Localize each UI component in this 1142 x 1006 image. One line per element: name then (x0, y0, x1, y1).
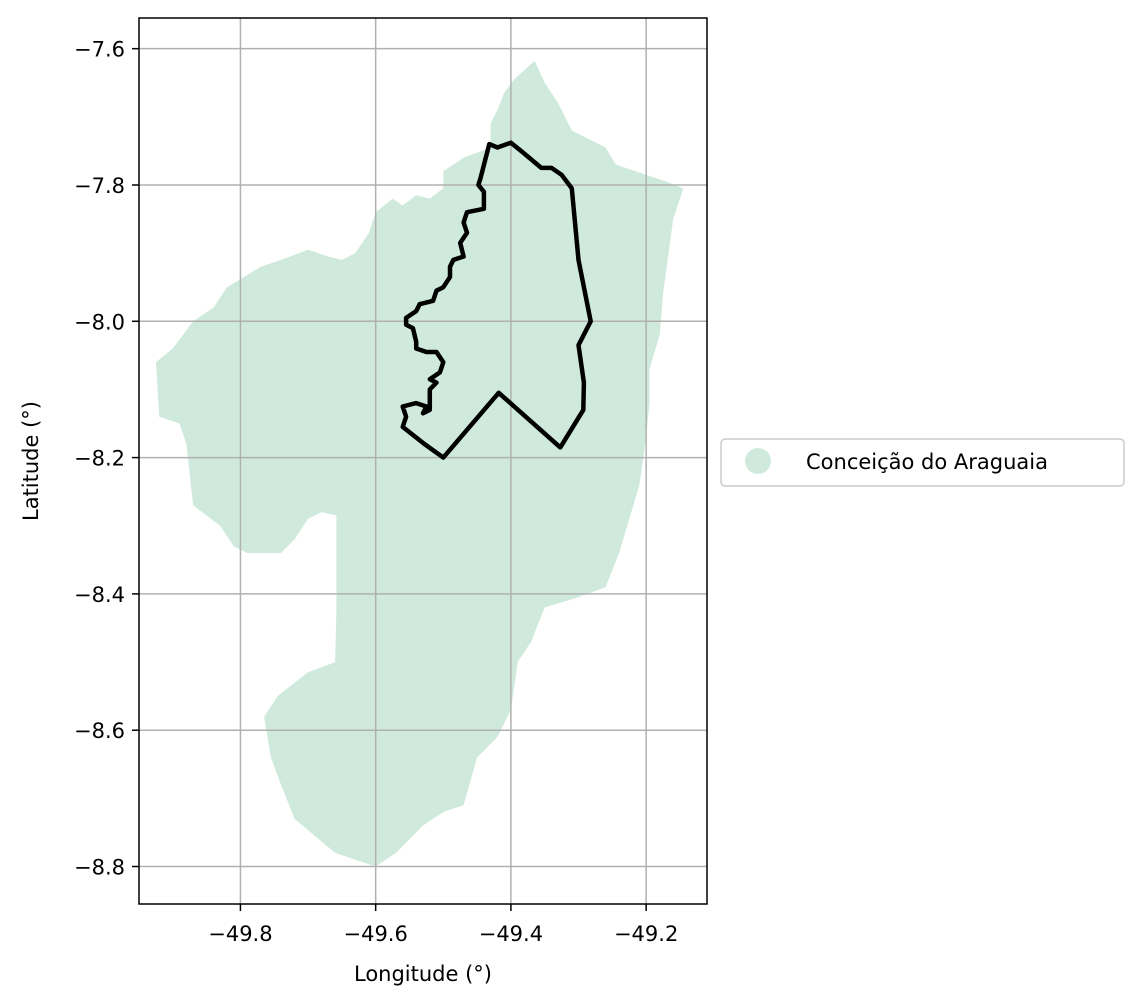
legend-box (720, 438, 1125, 487)
x-ticks: −49.8 −49.6 −49.4 −49.2 (208, 904, 678, 946)
y-tick-label: −8.2 (74, 447, 125, 471)
x-axis-label: Longitude (°) (354, 962, 492, 986)
y-ticks: −7.6 −7.8 −8.0 −8.2 −8.4 −8.6 −8.8 (74, 38, 139, 880)
x-tick-label: −49.6 (343, 922, 407, 946)
x-tick-label: −49.2 (614, 922, 678, 946)
boundary-line (400, 140, 593, 460)
gridlines-over (139, 18, 707, 904)
plot-frame (138, 17, 708, 905)
y-tick-label: −8.4 (74, 583, 125, 607)
y-tick-label: −7.6 (74, 38, 125, 62)
y-axis-label: Latitude (°) (19, 401, 43, 521)
legend-marker (745, 448, 771, 474)
y-tick-label: −8.6 (74, 719, 125, 743)
y-tick-label: −8.8 (74, 856, 125, 880)
x-tick-label: −49.4 (479, 922, 543, 946)
x-tick-label: −49.8 (208, 922, 272, 946)
legend: Conceição do Araguaia (720, 438, 1125, 487)
y-tick-label: −8.0 (74, 310, 125, 334)
legend-label: Conceição do Araguaia (806, 450, 1048, 474)
municipality-region (155, 60, 684, 867)
y-tick-label: −7.8 (74, 174, 125, 198)
